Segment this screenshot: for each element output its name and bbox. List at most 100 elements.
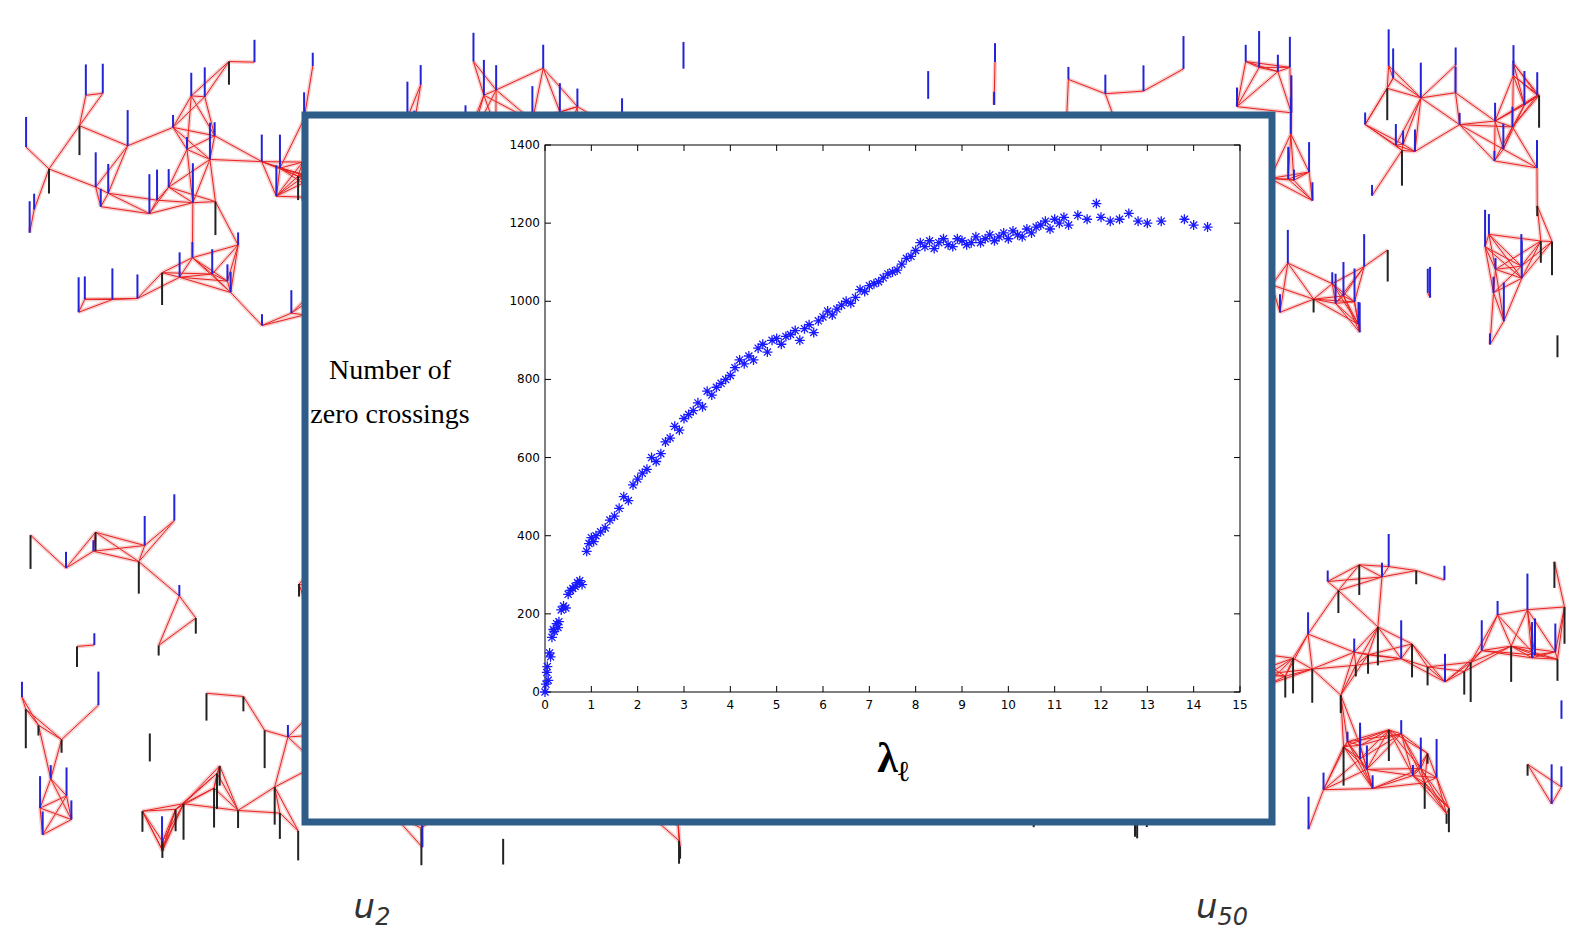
graph-stem [237,810,239,828]
graph-stem [25,117,27,147]
graph-edge [1495,95,1539,121]
graph-stem [213,788,215,827]
graph-edge [184,804,239,811]
graph-edge [93,551,138,561]
graph-edge-shadow [210,159,262,161]
graph-stem [1503,283,1505,322]
graph-edge-shadow [1421,65,1456,98]
graph-edge-shadow [1308,590,1338,634]
graph-edge [1309,172,1312,201]
graph-edge-shadow [1312,669,1341,695]
graph-stem [253,40,255,62]
graph-edge-shadow [86,93,103,95]
graph-stem [172,115,174,127]
graph-edge [180,274,213,277]
graph-stem [1311,182,1313,200]
graph-edge [1068,79,1105,93]
graph-edge [1259,67,1290,68]
graph-edge-shadow [1490,321,1504,344]
graph-edge [210,159,215,201]
graph-stem [1371,185,1373,196]
graph-stem [1402,131,1404,145]
graph-stem [1512,45,1514,63]
graph-stem [261,314,263,325]
graph-edge-shadow [1288,263,1332,284]
graph-stem [48,169,50,194]
graph-edge [1415,98,1421,152]
graph-edge-shadow [139,562,180,596]
graph-edge [1496,269,1504,321]
graph-stem [1494,103,1496,121]
graph-edge [1485,247,1493,293]
graph-edge [1365,78,1393,124]
graph-edge [192,203,193,258]
graph-edge [96,532,139,561]
graph-edge [62,705,99,739]
graph-edge [1460,125,1495,161]
graph-edge [473,61,483,95]
graph-stem [1331,272,1333,283]
graph-edge [142,811,162,841]
graph-edge [1364,250,1388,267]
graph-edge [1490,293,1493,345]
graph-edge [206,693,243,696]
graph-edge [1291,134,1309,172]
graph-edge [1541,241,1552,242]
graph-edge [1336,303,1360,332]
graph-edge [1522,241,1552,278]
graph-edge-shadow [79,126,127,146]
graph-edge-shadow [1537,206,1552,242]
graph-edge [26,147,49,169]
graph-edge-shadow [1365,78,1393,124]
graph-stem [1387,250,1389,282]
graph-edge-shadow [243,696,264,730]
graph-edge [1460,125,1504,150]
graph-stem [420,65,422,85]
graph-stem [39,776,41,808]
graph-stem [1414,129,1416,151]
graph-stem [102,64,104,94]
graph-edge-shadow [34,169,49,210]
graph-stem [219,766,221,786]
graph-stem [61,740,63,753]
graph-stem [483,60,485,95]
graph-edge-shadow [192,258,227,281]
graph-edge-shadow [238,810,280,813]
graph-edge [1513,63,1539,95]
graph-stem [149,733,151,761]
graph-stem [78,126,80,155]
graph-stem [1484,210,1486,247]
graph-stem [175,809,177,831]
graph-stem [421,823,423,848]
graph-stem [1258,31,1260,67]
graph-edge-shadow [1454,65,1458,93]
graph-edge-shadow [215,136,262,162]
graph-edge-shadow [31,535,66,568]
graph-stem [1495,258,1497,269]
graph-edge [1521,241,1540,266]
graph-edge [1512,127,1537,168]
graph-edge-shadow [1143,69,1183,91]
graph-stem [211,249,213,274]
graph-edge [1536,168,1537,206]
graph-edge [1485,247,1495,270]
graph-edge-shadow [1356,627,1378,665]
graph-stem [161,273,163,305]
graph-edge [49,169,96,187]
graph-edge [173,96,191,127]
graph-edge-shadow [40,808,43,835]
graph-edge [180,258,193,278]
graph-stem [1489,333,1491,344]
graph-stem [1556,335,1558,357]
graph-edge-shadow [49,169,96,187]
graph-edge [77,645,94,646]
graph-edge [215,202,238,245]
graph-edge [280,162,303,168]
graph-edge-shadow [142,811,162,841]
graph-edge [275,737,288,787]
graph-edge-shadow [1496,269,1522,278]
graph-edge [484,90,496,95]
graph-stem [95,532,97,551]
graph-stem [1455,47,1457,65]
graph-stem [161,841,163,857]
